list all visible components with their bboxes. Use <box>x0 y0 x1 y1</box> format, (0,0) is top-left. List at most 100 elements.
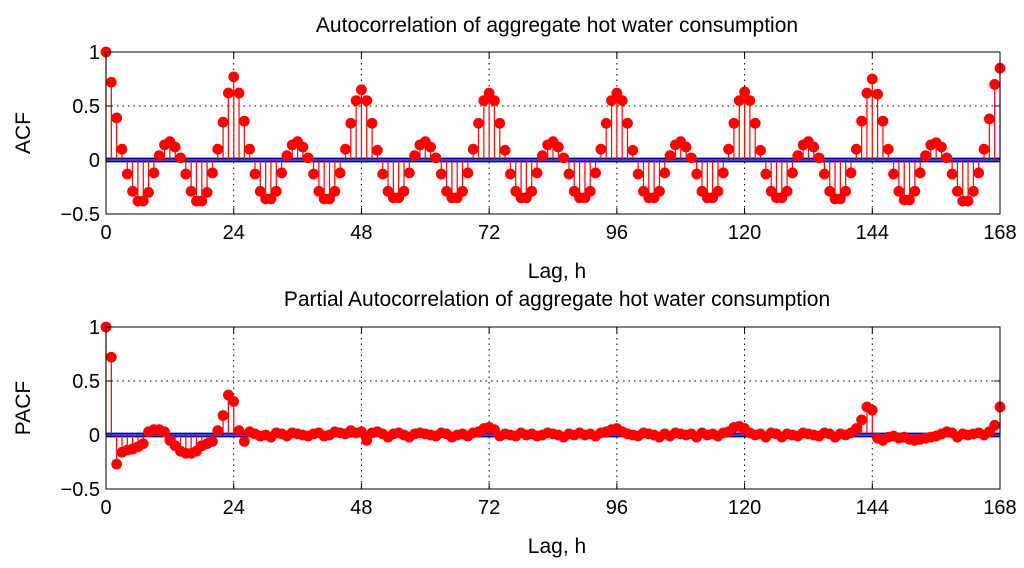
acf-marker-lag-162 <box>962 195 974 207</box>
acf-marker-lag-134 <box>813 152 825 164</box>
pacf-y-axis-label: PACF <box>12 381 35 435</box>
pacf-marker-lag-24 <box>228 396 240 407</box>
acf-marker-lag-163 <box>967 185 979 197</box>
acf-marker-lag-39 <box>308 168 319 180</box>
acf-marker-lag-7 <box>137 195 149 207</box>
acf-marker-lag-118 <box>728 117 740 129</box>
acf-marker-lag-74 <box>494 117 506 129</box>
acf-marker-lag-143 <box>861 87 873 99</box>
acf-marker-lag-72 <box>483 87 495 99</box>
acf-marker-lag-10 <box>153 150 165 162</box>
acf-marker-lag-67 <box>457 185 468 197</box>
acf-marker-lag-82 <box>536 150 548 162</box>
pacf-marker-lag-7 <box>137 438 149 450</box>
acf-marker-lag-153 <box>914 167 926 179</box>
pacf-marker-lag-167 <box>989 419 1001 431</box>
acf-x-tick-label: 120 <box>728 222 761 244</box>
pacf-marker-lag-25 <box>233 425 245 437</box>
acf-marker-lag-151 <box>904 194 915 206</box>
acf-marker-lag-34 <box>281 150 293 162</box>
acf-marker-lag-50 <box>366 117 378 129</box>
acf-marker-lag-47 <box>350 95 362 106</box>
acf-chart-title: Autocorrelation of aggregate hot water c… <box>316 14 798 37</box>
acf-marker-lag-106 <box>664 150 676 162</box>
acf-marker-lag-86 <box>558 152 570 164</box>
acf-marker-lag-135 <box>818 168 830 180</box>
acf-y-tick-label: 1 <box>89 42 100 64</box>
acf-marker-lag-142 <box>856 115 868 127</box>
acf-marker-lag-94 <box>600 117 612 129</box>
acf-marker-lag-133 <box>808 141 820 153</box>
pacf-y-tick-label: −0.5 <box>61 479 100 501</box>
acf-marker-lag-29 <box>254 185 266 197</box>
acf-y-tick-label: −0.5 <box>61 204 100 226</box>
acf-marker-lag-40 <box>313 185 325 197</box>
acf-y-axis-label: ACF <box>12 112 35 154</box>
acf-marker-lag-42 <box>324 193 335 205</box>
acf-marker-lag-99 <box>627 144 639 156</box>
acf-marker-lag-95 <box>606 95 617 106</box>
acf-marker-lag-100 <box>632 168 644 180</box>
acf-marker-lag-166 <box>983 113 995 125</box>
acf-marker-lag-75 <box>499 144 511 156</box>
acf-y-tick-label: 0 <box>89 150 100 172</box>
acf-marker-lag-104 <box>654 185 665 197</box>
pacf-marker-lag-48 <box>356 426 367 438</box>
acf-marker-lag-121 <box>744 95 756 106</box>
acf-marker-lag-58 <box>409 150 421 162</box>
acf-marker-lag-27 <box>244 143 256 155</box>
pacf-x-tick-label: 24 <box>223 497 245 519</box>
pacf-x-tick-label: 96 <box>606 497 628 519</box>
acf-x-tick-label: 72 <box>478 222 500 244</box>
acf-marker-lag-141 <box>850 143 862 155</box>
acf-marker-lag-129 <box>787 167 798 179</box>
pacf-marker-lag-11 <box>159 426 170 438</box>
pacf-axes-box <box>105 326 1001 490</box>
acf-marker-lag-154 <box>920 150 931 162</box>
acf-marker-lag-80 <box>526 185 538 197</box>
pacf-x-tick-label: 120 <box>728 497 761 519</box>
acf-marker-lag-160 <box>952 185 963 197</box>
acf-marker-lag-24 <box>228 71 240 83</box>
acf-marker-lag-157 <box>936 141 947 153</box>
acf-marker-lag-145 <box>872 88 884 100</box>
acf-marker-lag-21 <box>212 143 224 155</box>
pacf-chart-title: Partial Autocorrelation of aggregate hot… <box>284 288 830 311</box>
acf-x-tick-label: 96 <box>606 222 628 244</box>
acf-marker-lag-91 <box>584 185 596 197</box>
acf-marker-lag-167 <box>989 79 1001 90</box>
acf-marker-lag-52 <box>377 168 389 180</box>
acf-marker-lag-18 <box>196 195 208 207</box>
acf-marker-lag-159 <box>946 168 958 180</box>
acf-marker-lag-56 <box>398 185 410 197</box>
acf-marker-lag-130 <box>792 150 804 162</box>
acf-marker-lag-115 <box>712 185 724 197</box>
acf-marker-lag-57 <box>403 167 415 179</box>
acf-marker-lag-93 <box>595 143 607 155</box>
acf-marker-lag-122 <box>749 117 761 129</box>
pacf-panel: Partial Autocorrelation of aggregate hot… <box>12 288 1017 558</box>
acf-marker-lag-63 <box>435 168 447 180</box>
pacf-marker-lag-20 <box>207 436 218 447</box>
acf-x-tick-label: 168 <box>983 222 1016 244</box>
acf-marker-lag-44 <box>334 167 346 179</box>
acf-marker-lag-5 <box>127 185 139 197</box>
acf-marker-lag-23 <box>222 87 234 99</box>
acf-marker-lag-117 <box>723 143 735 155</box>
pacf-x-tick-label: 48 <box>350 497 372 519</box>
acf-marker-lag-110 <box>685 152 697 164</box>
acf-marker-lag-109 <box>680 141 692 153</box>
acf-marker-lag-97 <box>616 95 628 106</box>
acf-x-tick-label: 24 <box>223 222 245 244</box>
acf-marker-lag-152 <box>909 185 921 197</box>
acf-marker-lag-76 <box>505 168 516 180</box>
acf-marker-lag-37 <box>297 141 309 153</box>
acf-marker-lag-3 <box>116 143 128 155</box>
pacf-x-tick-label: 72 <box>478 497 500 519</box>
acf-marker-lag-164 <box>973 167 985 179</box>
acf-marker-lag-1 <box>105 76 117 88</box>
acf-marker-lag-92 <box>590 167 601 179</box>
acf-x-axis-label: Lag, h <box>528 260 586 283</box>
acf-marker-lag-46 <box>345 117 357 129</box>
pacf-y-tick-label: 0.5 <box>72 371 100 393</box>
